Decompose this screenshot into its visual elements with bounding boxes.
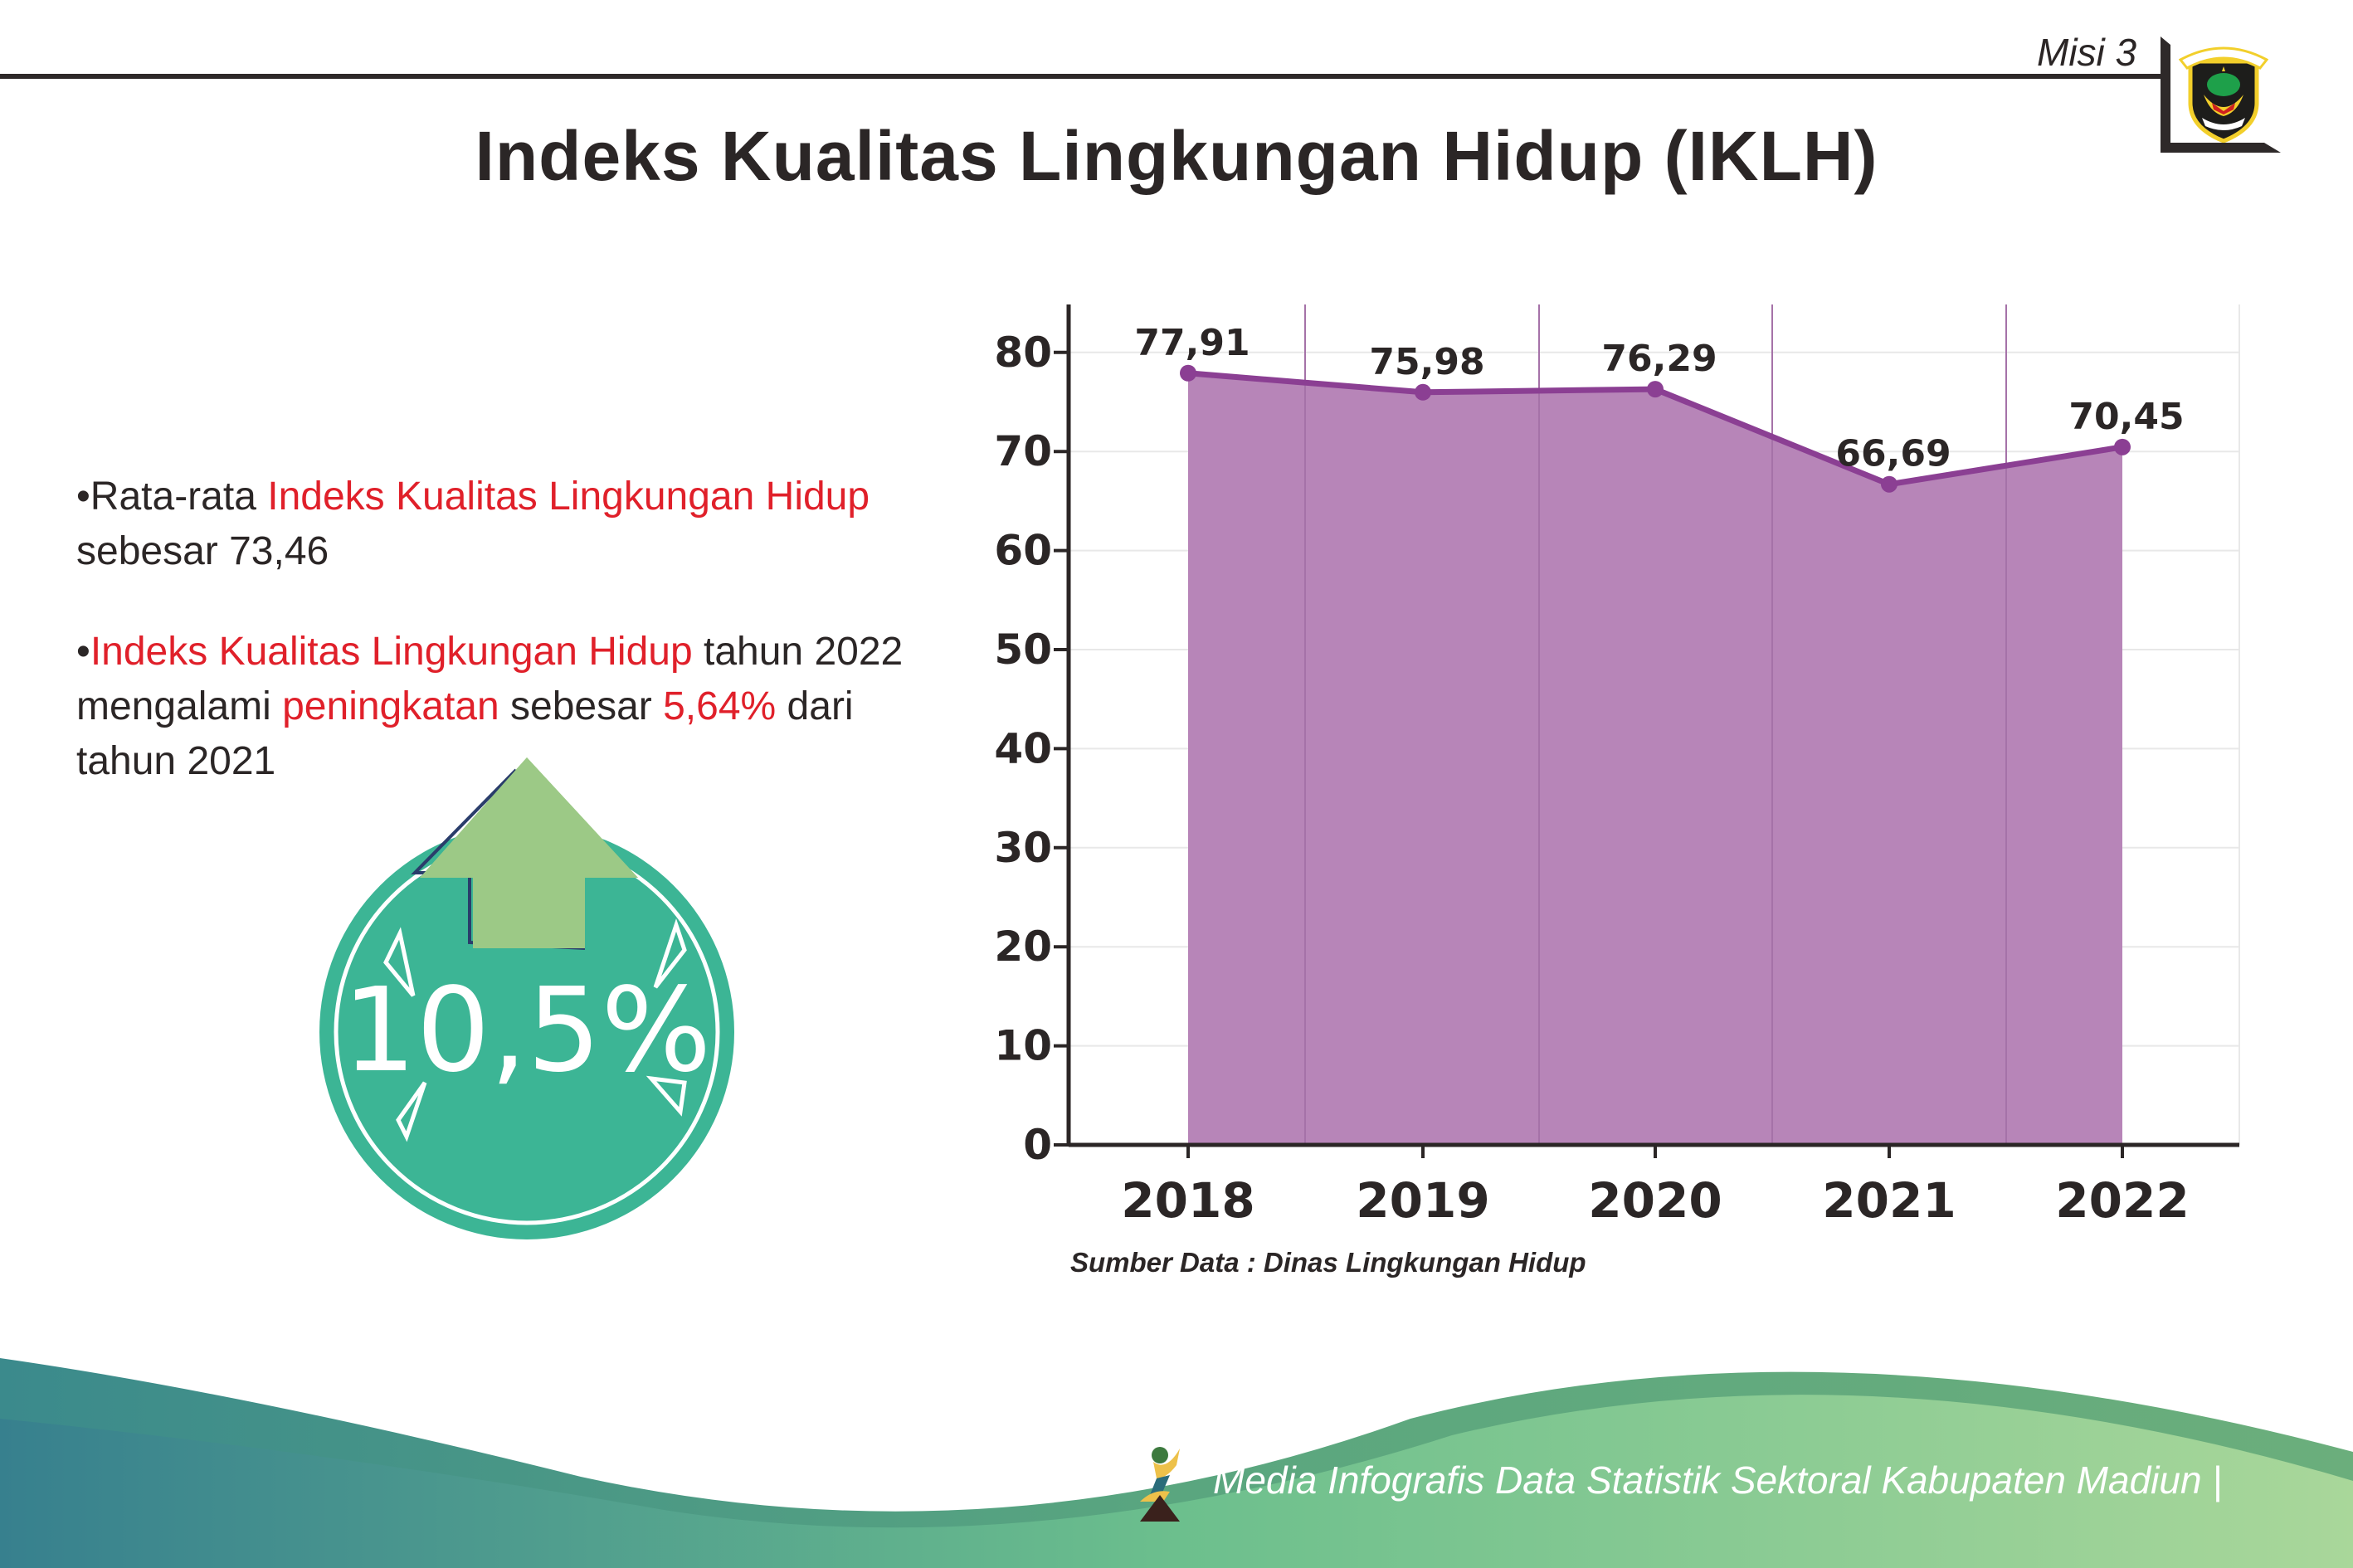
badge-value: 10,5% bbox=[343, 963, 712, 1098]
highlight-text: peningkatan bbox=[282, 684, 499, 728]
section-label: Misi 3 bbox=[2037, 31, 2137, 74]
bullet-text: dari tahun 2021 bbox=[76, 684, 854, 783]
data-label: 66,69 bbox=[1835, 433, 1951, 475]
bullet-increase: •Indeks Kualitas Lingkungan Hidup tahun … bbox=[76, 625, 931, 789]
data-label: 77,91 bbox=[1134, 322, 1250, 364]
data-source: Sumber Data : Dinas Lingkungan Hidup bbox=[1070, 1247, 1586, 1278]
bullet-average: •Rata-rata Indeks Kualitas Lingkungan Hi… bbox=[76, 470, 898, 579]
increase-badge: 10,5% bbox=[319, 757, 734, 1239]
data-point bbox=[2114, 438, 2131, 455]
bullet-text: sebesar 73,46 bbox=[76, 529, 329, 573]
y-tick-label: 80 bbox=[994, 329, 1052, 377]
data-point bbox=[1881, 475, 1898, 493]
y-tick-label: 30 bbox=[994, 824, 1052, 872]
infographic-mascot-logo bbox=[1140, 1447, 1180, 1522]
page-title: Indeks Kualitas Lingkungan Hidup (IKLH) bbox=[475, 117, 1878, 195]
y-tick-label: 50 bbox=[994, 626, 1052, 674]
footer-wave bbox=[0, 1358, 2353, 1568]
highlight-text: 5,64% bbox=[663, 684, 777, 728]
data-label: 70,45 bbox=[2068, 396, 2184, 438]
y-tick-label: 70 bbox=[994, 427, 1052, 475]
x-tick-label: 2021 bbox=[1822, 1172, 1956, 1229]
header-rule bbox=[0, 74, 2162, 79]
highlight-text: Indeks Kualitas Lingkungan Hidup bbox=[267, 475, 870, 519]
y-tick-label: 10 bbox=[994, 1022, 1052, 1070]
sparkle-icon bbox=[383, 918, 687, 1142]
highlight-text: Indeks Kualitas Lingkungan Hidup bbox=[90, 630, 693, 674]
area-fill bbox=[1188, 373, 2122, 1145]
data-label: 76,29 bbox=[1601, 338, 1717, 380]
x-tick-label: 2019 bbox=[1356, 1172, 1489, 1229]
y-tick-label: 0 bbox=[1023, 1121, 1052, 1169]
data-point bbox=[1415, 383, 1431, 401]
x-tick-label: 2018 bbox=[1121, 1172, 1254, 1229]
y-tick-label: 60 bbox=[994, 527, 1052, 575]
footer-caption: Media Infografis Data Statistik Sektoral… bbox=[1213, 1458, 2223, 1502]
y-tick-label: 40 bbox=[994, 724, 1052, 772]
data-label: 75,98 bbox=[1369, 341, 1484, 383]
bullet-text: sebesar bbox=[499, 684, 664, 728]
kabupaten-madiun-logo bbox=[2179, 46, 2268, 143]
y-tick-label: 20 bbox=[994, 923, 1052, 971]
bullet-text: • bbox=[76, 630, 90, 674]
arrow-up-icon bbox=[411, 757, 638, 950]
x-tick-label: 2022 bbox=[2055, 1172, 2189, 1229]
bullet-text: tahun 2022 mengalami bbox=[76, 630, 904, 728]
bullet-text: •Rata-rata bbox=[76, 475, 268, 519]
badge-circle bbox=[319, 825, 734, 1239]
data-point bbox=[1647, 381, 1664, 398]
x-tick-label: 2020 bbox=[1588, 1172, 1722, 1229]
data-point bbox=[1180, 364, 1196, 382]
